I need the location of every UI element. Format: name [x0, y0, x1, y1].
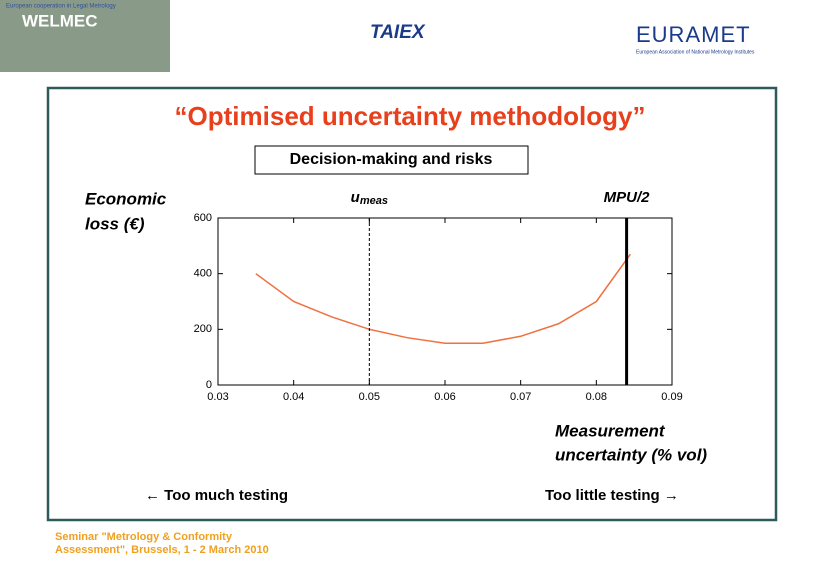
euramet-tagline: European Association of National Metrolo…	[636, 49, 755, 55]
annotation-sub: meas	[360, 195, 388, 207]
y-label: Economic	[85, 189, 167, 208]
x-tick-label: 0.06	[434, 391, 455, 403]
annotation-label: MPU/2	[604, 189, 651, 206]
x-label: Measurement	[555, 421, 666, 440]
plot-area	[217, 217, 673, 386]
welmec-text: WELMEC	[22, 11, 98, 30]
euramet-logo: EURAMET	[636, 22, 751, 47]
frame	[46, 86, 778, 522]
slide-title: “Optimised uncertainty methodology”	[175, 101, 646, 131]
taiex-logo: TAIEX	[370, 22, 426, 43]
welmec-logo	[0, 0, 170, 72]
x-label: uncertainty (% vol)	[555, 445, 707, 464]
y-tick-label: 0	[206, 379, 212, 391]
subtitle-box	[254, 145, 529, 175]
left-note: ← Too much testing	[145, 487, 288, 504]
y-tick-label: 600	[194, 212, 212, 224]
y-label: loss (€)	[85, 214, 145, 233]
subtitle: Decision-making and risks	[290, 151, 493, 168]
footer: Assessment", Brussels, 1 - 2 March 2010	[55, 544, 269, 556]
annotation-text: MPU/2	[604, 189, 651, 206]
footer: Seminar "Metrology & Conformity	[55, 531, 233, 543]
x-tick-label: 0.09	[661, 391, 682, 403]
annotation-label: umeas	[351, 189, 388, 207]
y-tick-label: 400	[194, 268, 212, 280]
annotation-text: u	[351, 189, 360, 206]
x-tick-label: 0.08	[586, 391, 607, 403]
loss-curve	[255, 253, 631, 344]
right-note: Too little testing →	[545, 487, 679, 504]
y-tick-label: 200	[194, 323, 212, 335]
x-tick-label: 0.07	[510, 391, 531, 403]
welmec-tagline: European cooperation in Legal Metrology	[6, 4, 116, 10]
x-tick-label: 0.03	[207, 391, 228, 403]
x-tick-label: 0.05	[359, 391, 380, 403]
x-tick-label: 0.04	[283, 391, 304, 403]
